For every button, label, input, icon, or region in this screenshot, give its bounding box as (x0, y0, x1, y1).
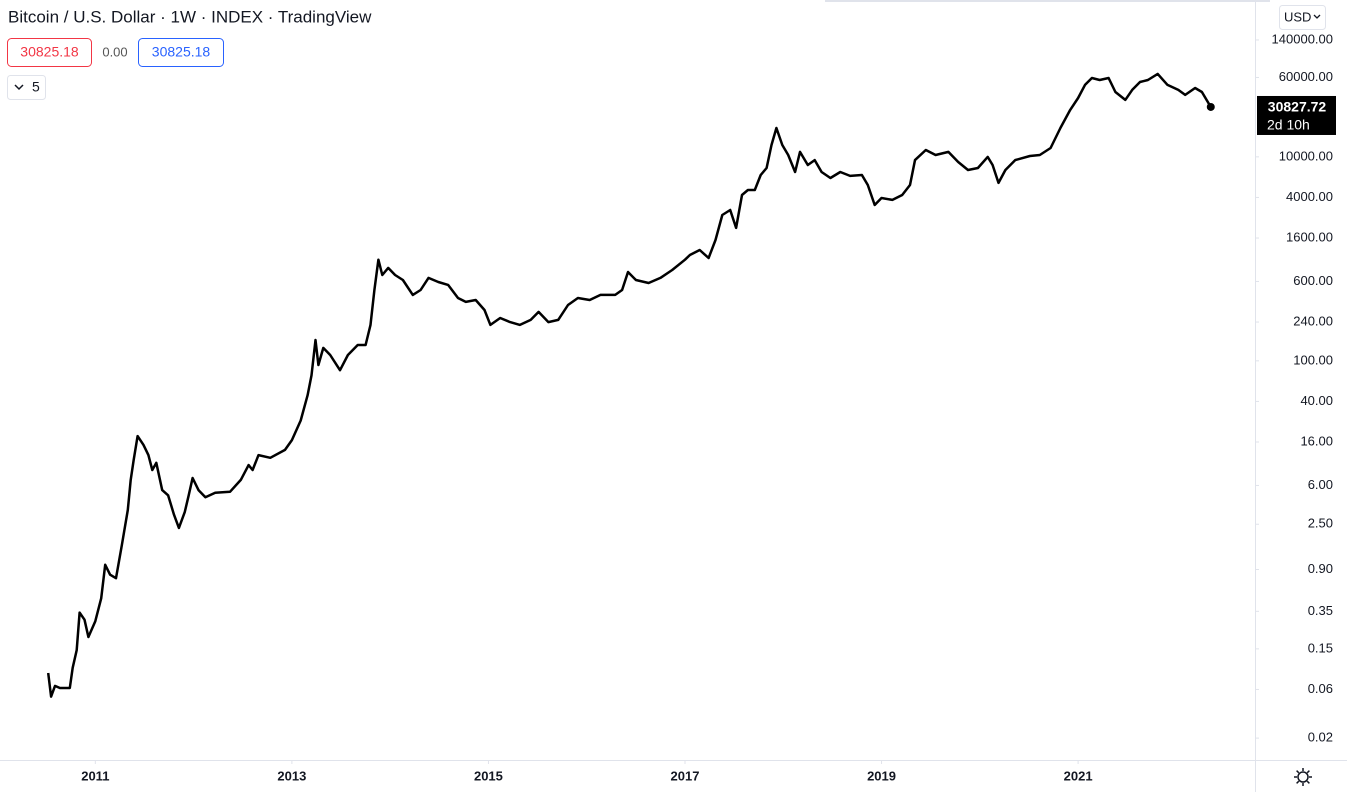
settings-icon[interactable] (1294, 768, 1312, 786)
open-box[interactable] (7, 38, 92, 67)
countdown-label: 2d 10h (1267, 117, 1310, 133)
y-tick-label: 6.00 (1308, 477, 1333, 492)
y-tick-label: 0.90 (1308, 561, 1333, 576)
y-tick-label: 2.50 (1308, 516, 1333, 531)
y-tick-label: 600.00 (1293, 273, 1333, 288)
top-bar (825, 0, 1270, 2)
y-tick-label: 140000.00 (1272, 31, 1333, 46)
open-value: 30825.18 (20, 44, 79, 60)
chart-title: Bitcoin / U.S. Dollar · 1W · INDEX · Tra… (8, 7, 372, 26)
last-point (1206, 102, 1215, 111)
change-value: 0.00 (102, 44, 127, 59)
y-tick-label: 100.00 (1293, 352, 1333, 367)
y-tick-label: 1600.00 (1286, 229, 1333, 244)
x-tick-label: 2017 (671, 768, 700, 783)
x-tick-label: 2019 (867, 768, 896, 783)
currency-chevron (1313, 14, 1321, 19)
chevron-icon (14, 84, 24, 91)
x-tick-label: 2011 (81, 768, 109, 783)
currency-button[interactable] (1279, 5, 1326, 30)
y-tick-label: 0.06 (1308, 681, 1333, 696)
y-tick-label: 10000.00 (1279, 148, 1333, 163)
y-tick-label: 40.00 (1300, 393, 1333, 408)
y-tick-label: 60000.00 (1279, 69, 1333, 84)
x-tick-label: 2021 (1064, 768, 1093, 783)
y-tick-label: 0.15 (1308, 640, 1333, 655)
close-value: 30825.18 (152, 44, 211, 60)
price-label: 30827.72 (1268, 99, 1327, 115)
y-tick-label: 0.02 (1308, 730, 1333, 745)
price-label-box (1257, 95, 1336, 135)
indicator-count: 5 (32, 79, 40, 95)
close-box[interactable] (138, 38, 224, 67)
price-line (46, 72, 1212, 698)
currency-label: USD (1284, 9, 1311, 24)
y-tick-label: 0.35 (1308, 603, 1333, 618)
x-tick-label: 2015 (474, 768, 503, 783)
y-tick-label: 16.00 (1300, 433, 1333, 448)
indicator-toggle[interactable] (7, 75, 46, 100)
x-tick-label: 2013 (277, 768, 306, 783)
y-tick-label: 4000.00 (1286, 189, 1333, 204)
y-tick-label: 240.00 (1293, 313, 1333, 328)
